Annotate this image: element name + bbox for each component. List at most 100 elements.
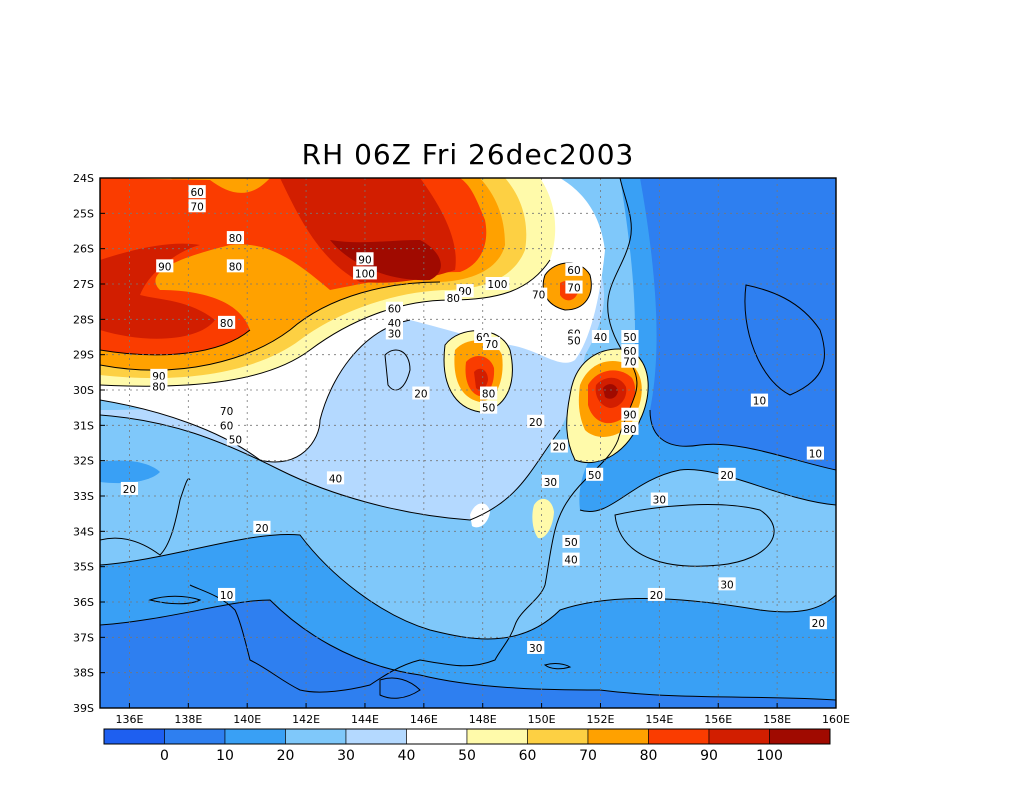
contour-label-bg: [480, 386, 498, 400]
contour-label-text: 90: [623, 410, 636, 422]
contour-label-text: 20: [812, 618, 825, 630]
contour-label-bg: [650, 492, 668, 506]
colorbar-swatch: [345, 728, 407, 745]
contour-label-bg: [530, 287, 548, 301]
contour-label: 90: [156, 259, 174, 273]
colorbar-swatch: [769, 728, 831, 745]
contour-label-bg: [806, 446, 824, 460]
contour-label-bg: [565, 262, 583, 276]
contour-label-bg: [550, 439, 568, 453]
colorbar-label: 100: [756, 748, 783, 764]
colorbar-label: 50: [458, 748, 476, 764]
contour-label: 50: [621, 330, 639, 344]
contour-label-bg: [150, 379, 168, 393]
rh-band-100: [330, 240, 441, 281]
contour-label-text: 70: [532, 290, 545, 302]
x-tick-label: 140E: [233, 713, 261, 726]
contour-label: 60: [385, 301, 403, 316]
contour-label-bg: [120, 481, 139, 495]
contour-label: 40: [591, 330, 610, 344]
x-tick-label: 160E: [822, 713, 850, 726]
contour-label-bg: [217, 418, 236, 432]
contour-label-text: 90: [358, 254, 371, 266]
contour-label-text: 50: [567, 336, 580, 348]
contour-label-bg: [591, 330, 610, 343]
contour-label-bg: [353, 266, 377, 280]
contour-label: 20: [550, 439, 568, 454]
contour-label-bg: [565, 280, 583, 294]
contour-label-text: 30: [388, 328, 401, 340]
contour-label-text: 30: [653, 495, 666, 507]
contour-label-text: 100: [355, 268, 375, 280]
colorbar-swatch: [103, 728, 165, 745]
y-tick-label: 28S: [73, 313, 94, 326]
colorbar-swatch: [527, 728, 589, 745]
contour-label: 20: [718, 467, 736, 482]
colorbar-swatch: [708, 728, 770, 745]
contour-label: 40: [326, 471, 345, 485]
y-tick-label: 34S: [73, 525, 94, 538]
contour-label: 50: [226, 432, 245, 446]
contour-label: 60: [217, 418, 236, 432]
contour-label-text: 20: [553, 442, 566, 454]
colorbar-swatch: [224, 728, 286, 745]
contour-label: 20: [120, 481, 139, 496]
contour-label: 50: [562, 534, 580, 549]
rh-spot-90-100-c: [474, 368, 488, 390]
contour-label-text: 10: [809, 449, 822, 461]
contour-label: 60: [565, 262, 583, 277]
contour-label-text: 50: [482, 403, 495, 415]
contour-label-bg: [621, 421, 639, 435]
colorbar-swatch: [466, 728, 528, 745]
contour-label: 70: [621, 354, 639, 369]
contour-label: 20: [809, 616, 827, 630]
colorbar-swatch: [285, 728, 347, 745]
chart-title: RH 06Z Fri 26dec2003: [301, 138, 635, 171]
contour-label: 100: [353, 266, 377, 280]
y-tick-label: 35S: [73, 561, 94, 574]
x-tick-label: 156E: [704, 713, 732, 726]
y-tick-label: 33S: [73, 490, 94, 503]
contour-label-bg: [750, 393, 769, 407]
rh-field: [100, 178, 836, 708]
contour-label-text: 20: [414, 389, 427, 401]
contour-label: 50: [585, 467, 604, 482]
contour-label-text: 80: [447, 293, 460, 305]
contour-label: 30: [541, 474, 560, 489]
contour-label-bg: [385, 315, 403, 329]
contour-label: 70: [565, 280, 583, 295]
contour-label-text: 20: [255, 523, 268, 535]
contour-label: 10: [217, 587, 236, 602]
contour-label: 50: [565, 333, 583, 348]
y-tick-label: 30S: [73, 384, 94, 397]
y-tick-label: 37S: [73, 631, 94, 644]
y-axis: 24S 25S 26S 27S 28S 29S 30S 31S 32S 33S 34S 35S 36S 3…: [73, 172, 105, 715]
contour-label-bg: [412, 386, 430, 400]
y-tick-label: 38S: [73, 667, 94, 680]
contour-label-text: 60: [190, 187, 203, 199]
contour-label-bg: [562, 552, 580, 566]
contour-label-text: 80: [482, 389, 495, 401]
contour-label: 70: [188, 199, 206, 213]
contour-label: 100: [485, 277, 510, 291]
contour-label: 90: [621, 407, 639, 422]
contour-label-bg: [217, 404, 236, 418]
y-tick-label: 27S: [73, 278, 94, 291]
y-tick-label: 26S: [73, 243, 94, 256]
contour-label-bg: [565, 333, 583, 347]
contour-label-text: 20: [529, 417, 542, 429]
contour-label: 40: [562, 552, 580, 567]
contour-label-bg: [385, 301, 403, 315]
x-tick-label: 146E: [410, 713, 438, 726]
rh-band-90-100: [100, 243, 215, 339]
contour-label-bg: [156, 259, 174, 273]
contour-label-text: 60: [388, 304, 401, 316]
contour-label-text: 50: [588, 470, 601, 482]
contour-label-bg: [541, 474, 560, 488]
contour-label: 50: [480, 400, 498, 415]
contour-label-text: 30: [544, 477, 557, 489]
contour-labels: 60 70 80 90 80 90 100 100 90 80 60 40 30 80 60 70 70 60 50…: [120, 185, 827, 655]
contour-label-bg: [621, 344, 639, 358]
contour-label-text: 70: [220, 406, 233, 418]
contour-label-text: 70: [485, 339, 498, 351]
